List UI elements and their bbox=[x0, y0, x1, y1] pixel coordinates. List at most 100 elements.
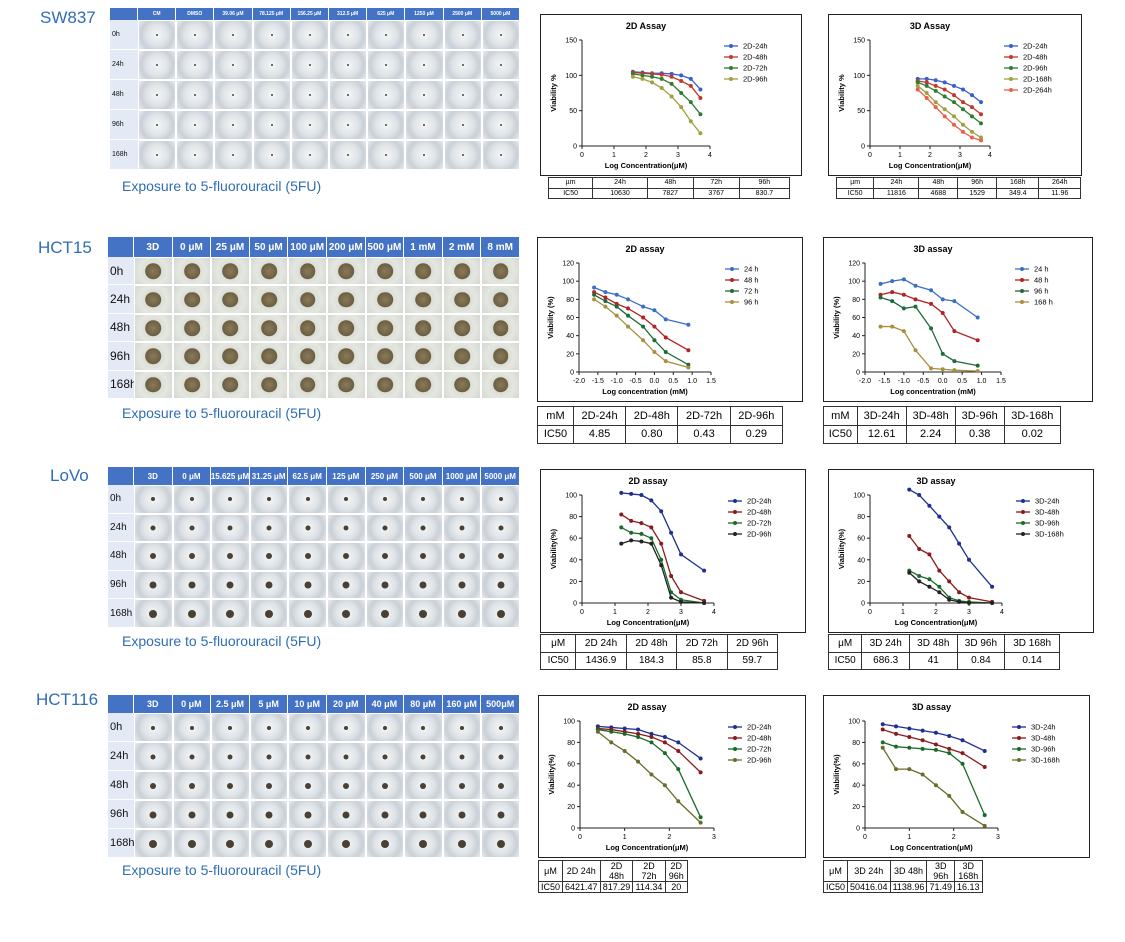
spheroid bbox=[261, 263, 277, 279]
spheroid bbox=[347, 34, 350, 36]
well-image bbox=[481, 771, 520, 800]
table-cell: 41 bbox=[909, 651, 958, 670]
data-point bbox=[961, 129, 965, 134]
well-image bbox=[288, 742, 327, 771]
well-image bbox=[327, 570, 366, 600]
well-image bbox=[288, 771, 327, 800]
spheroid bbox=[415, 320, 432, 336]
table-cell: 3D 96h bbox=[926, 860, 955, 882]
spheroid bbox=[497, 581, 505, 589]
spheroid bbox=[308, 154, 311, 156]
data-point bbox=[650, 74, 655, 79]
well-image bbox=[481, 140, 520, 170]
cell-line-label: HCT15 bbox=[38, 238, 92, 257]
spheroid bbox=[265, 839, 274, 848]
x-tick-label: -1.5 bbox=[592, 378, 604, 385]
well-image bbox=[134, 485, 173, 514]
table-cell: 817.29 bbox=[599, 881, 634, 893]
spheroid bbox=[338, 376, 355, 393]
well-image bbox=[211, 800, 250, 829]
column-header: 5000 μM bbox=[481, 467, 520, 485]
data-point bbox=[698, 815, 703, 820]
well-image bbox=[172, 542, 212, 571]
x-tick-label: 0 bbox=[868, 152, 872, 159]
legend-label: 3D-168h bbox=[1031, 756, 1060, 765]
y-tick-label: 80 bbox=[569, 514, 577, 521]
data-point bbox=[970, 93, 974, 98]
legend-label: 2D-24h bbox=[743, 42, 768, 51]
well-image bbox=[365, 570, 405, 600]
data-point bbox=[649, 498, 654, 503]
data-point bbox=[659, 76, 664, 81]
well-image bbox=[134, 285, 173, 314]
x-tick-label: 2 bbox=[934, 609, 938, 616]
spheroid bbox=[266, 754, 272, 759]
data-point bbox=[947, 733, 952, 738]
well-image bbox=[367, 20, 406, 50]
table-cell: 1529 bbox=[957, 187, 998, 199]
data-point bbox=[952, 93, 956, 98]
well-image bbox=[211, 370, 250, 399]
data-point bbox=[929, 366, 934, 371]
x-tick-label: 2 bbox=[928, 152, 932, 159]
data-point bbox=[649, 772, 654, 777]
y-axis-label: Viability(%) bbox=[547, 754, 556, 795]
well-image bbox=[211, 570, 250, 600]
spheroid bbox=[303, 609, 312, 618]
spheroid bbox=[347, 154, 350, 156]
y-tick-label: 120 bbox=[562, 261, 574, 268]
well-image bbox=[481, 257, 520, 286]
data-point bbox=[614, 304, 619, 309]
data-point bbox=[686, 348, 691, 353]
well-image bbox=[329, 20, 368, 50]
y-tick-label: 80 bbox=[567, 740, 575, 747]
data-point bbox=[663, 350, 668, 355]
data-point bbox=[669, 71, 674, 76]
data-point bbox=[960, 761, 965, 766]
data-point bbox=[920, 746, 925, 751]
spheroid bbox=[227, 525, 233, 531]
well-image bbox=[211, 313, 250, 343]
well-image bbox=[176, 140, 215, 170]
column-header: 5000 μM bbox=[481, 8, 520, 20]
spheroid bbox=[338, 291, 355, 308]
well-image bbox=[288, 485, 327, 514]
well-image bbox=[214, 80, 253, 110]
spheroid bbox=[303, 839, 312, 848]
spheroid bbox=[184, 263, 200, 279]
row-label: 0h bbox=[108, 713, 134, 742]
x-tick-label: 0.0 bbox=[938, 378, 948, 385]
data-point bbox=[669, 574, 674, 578]
spheroid bbox=[423, 64, 426, 66]
y-tick-label: 100 bbox=[562, 279, 574, 286]
spheroid bbox=[261, 348, 277, 365]
y-tick-label: 60 bbox=[569, 536, 577, 543]
well-image bbox=[214, 20, 253, 50]
data-point bbox=[913, 283, 918, 288]
data-point bbox=[894, 767, 899, 772]
well-image bbox=[481, 50, 520, 80]
row-label: 48h bbox=[108, 771, 134, 800]
column-header: 40 μM bbox=[365, 695, 405, 713]
spheroid bbox=[342, 609, 351, 618]
image-grid: 3D 0 μM 2.5 μM 5 μM 10 μM 20 μM 40 μM 80 μM 160 … bbox=[108, 695, 520, 858]
well-image bbox=[481, 80, 520, 110]
spheroid bbox=[499, 154, 502, 156]
y-tick-label: 80 bbox=[566, 297, 574, 304]
legend-label: 3D-168h bbox=[1035, 530, 1064, 539]
row-label: 168h bbox=[110, 140, 138, 170]
column-header: 0 μM bbox=[172, 695, 212, 713]
well-image bbox=[134, 342, 173, 371]
data-point bbox=[702, 601, 707, 605]
table-cell: 48h bbox=[918, 177, 959, 189]
chart-frame bbox=[823, 237, 1093, 402]
spheroid bbox=[222, 320, 239, 336]
table-row: μM 2D 24h 2D 48h 2D 72h 2D 96h bbox=[539, 634, 779, 653]
well-image bbox=[134, 599, 173, 628]
x-tick-label: 0.5 bbox=[668, 378, 678, 385]
well-image bbox=[252, 50, 291, 80]
data-point bbox=[669, 74, 674, 79]
spheroid bbox=[299, 263, 316, 279]
table-cell: 3D-168h bbox=[1003, 406, 1062, 426]
data-point bbox=[940, 351, 945, 356]
